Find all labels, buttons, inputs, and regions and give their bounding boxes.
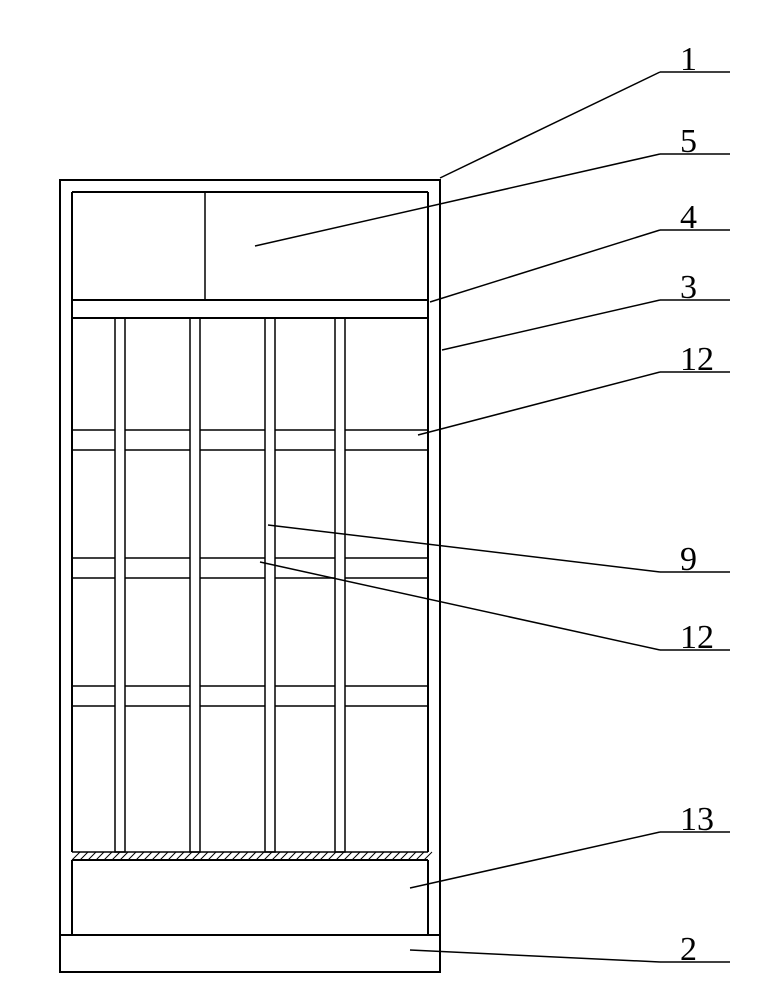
callout-4: 4: [680, 199, 697, 236]
callout-12b: 12: [680, 619, 714, 656]
technical-diagram: 1 5 4 3 12 9 12 13 2: [0, 0, 776, 1000]
callout-2: 2: [680, 931, 697, 968]
callout-3: 3: [680, 269, 697, 306]
callout-1: 1: [680, 41, 697, 78]
callout-5: 5: [680, 123, 697, 160]
callout-9: 9: [680, 541, 697, 578]
callout-12a: 12: [680, 341, 714, 378]
callout-13: 13: [680, 801, 714, 838]
